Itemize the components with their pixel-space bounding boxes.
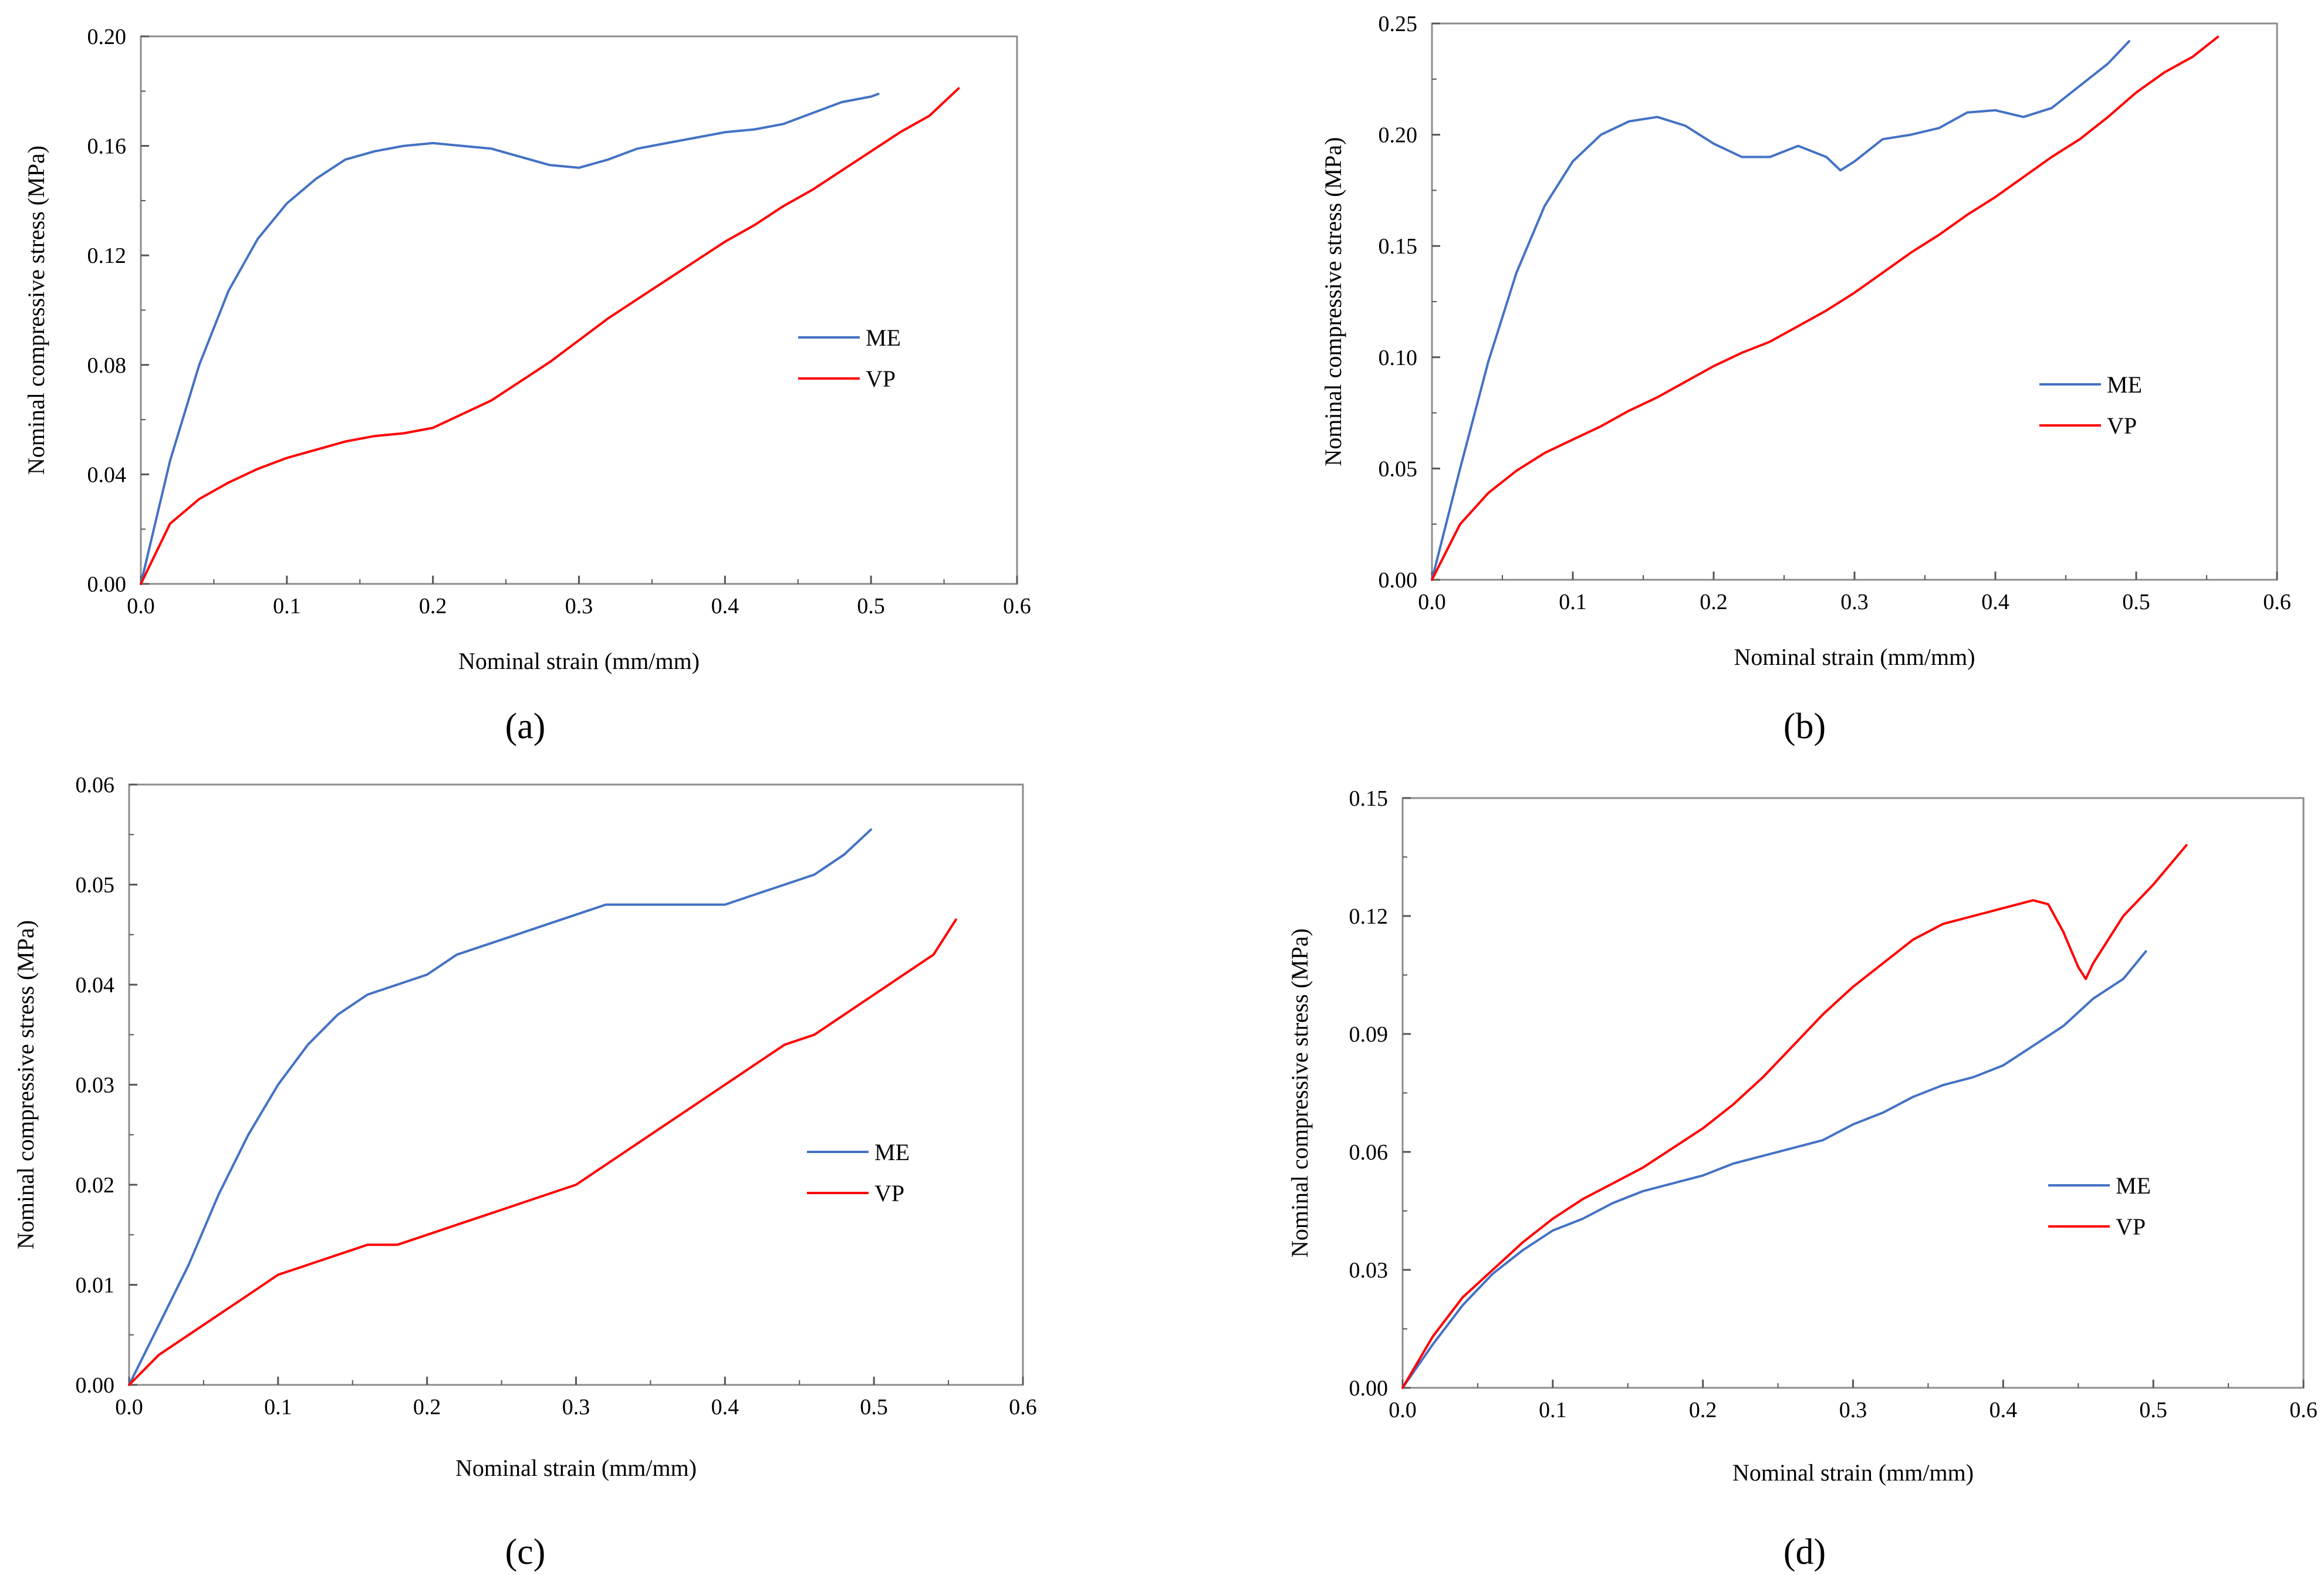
y-tick-label: 0.05 xyxy=(76,873,115,898)
y-tick-label: 0.01 xyxy=(76,1273,115,1298)
legend-label-vp: VP xyxy=(874,1180,904,1206)
panel-label: (b) xyxy=(1783,707,1826,746)
x-tick-label: 0.3 xyxy=(1840,590,1869,614)
y-tick-label: 0.03 xyxy=(1349,1258,1389,1283)
legend-label-me: ME xyxy=(874,1139,910,1165)
chart-panel-c: 0.0 0.1 0.2 0.3 0.4 0.5 0.6 0.00 0.01 0.02 0.03 0.0… xyxy=(12,773,1037,1572)
x-tick-label: 0.5 xyxy=(860,1395,888,1419)
chart-panel-b: 0.0 0.1 0.2 0.3 0.4 0.5 0.6 0.00 0.05 0.10 0.15 0.2… xyxy=(1320,12,2291,746)
y-tick-label: 0.02 xyxy=(76,1173,115,1198)
x-tick-label: 0.5 xyxy=(2139,1398,2167,1422)
x-tick-label: 0.0 xyxy=(1418,590,1446,614)
y-axis-label: Nominal compressive stress (MPa) xyxy=(1286,928,1313,1258)
series-line-vp xyxy=(128,918,957,1386)
y-tick-label: 0.00 xyxy=(87,572,127,597)
y-tick-label: 0.05 xyxy=(1379,457,1418,481)
chart-panel-a: 0.0 0.1 0.2 0.3 0.4 0.5 0.6 0.00 0.04 0.08 0.12 0.1… xyxy=(23,25,1031,746)
y-tick-label: 0.20 xyxy=(87,25,127,49)
x-tick-label: 0.5 xyxy=(857,594,885,618)
series-line-me xyxy=(1431,40,2130,581)
series-line-vp xyxy=(1401,844,2188,1389)
x-tick-label: 0.3 xyxy=(562,1395,590,1419)
x-tick-label: 0.2 xyxy=(1700,590,1728,614)
x-tick-label: 0.6 xyxy=(1003,594,1031,618)
legend-label-me: ME xyxy=(2107,371,2142,398)
legend-label-vp: VP xyxy=(2107,413,2137,439)
x-tick-label: 0.1 xyxy=(264,1395,292,1419)
y-tick-label: 0.12 xyxy=(87,244,127,268)
y-tick-label: 0.10 xyxy=(1379,346,1418,370)
x-tick-label: 0.6 xyxy=(1009,1395,1037,1419)
x-tick-label: 0.2 xyxy=(413,1395,441,1419)
x-tick-label: 0.6 xyxy=(2263,590,2291,614)
x-tick-label: 0.1 xyxy=(1559,590,1587,614)
y-tick-label: 0.00 xyxy=(76,1373,115,1398)
y-tick-label: 0.04 xyxy=(87,462,127,487)
legend-label-vp: VP xyxy=(2116,1214,2146,1240)
x-tick-label: 0.5 xyxy=(2122,590,2150,614)
y-tick-label: 0.00 xyxy=(1349,1376,1389,1401)
series-line-me xyxy=(1401,950,2147,1389)
x-tick-label: 0.4 xyxy=(1989,1398,2018,1422)
x-tick-label: 0.1 xyxy=(273,594,301,618)
y-tick-label: 0.15 xyxy=(1379,234,1418,259)
legend-label-vp: VP xyxy=(866,366,896,392)
y-tick-label: 0.08 xyxy=(87,353,127,378)
y-tick-label: 0.15 xyxy=(1349,786,1389,811)
x-axis-label: Nominal strain (mm/mm) xyxy=(458,648,700,674)
y-tick-label: 0.16 xyxy=(87,134,127,159)
y-tick-label: 0.06 xyxy=(76,773,115,797)
x-tick-label: 0.4 xyxy=(711,1395,739,1419)
x-tick-label: 0.2 xyxy=(419,594,447,618)
x-tick-label: 0.0 xyxy=(1389,1398,1417,1422)
x-axis-label: Nominal strain (mm/mm) xyxy=(455,1455,697,1481)
y-tick-label: 0.09 xyxy=(1349,1022,1389,1047)
series-line-me xyxy=(128,828,873,1386)
y-tick-label: 0.04 xyxy=(76,973,115,998)
x-tick-label: 0.4 xyxy=(711,594,739,618)
x-tick-label: 0.6 xyxy=(2289,1398,2318,1422)
series-line-me xyxy=(140,93,880,585)
x-axis-label: Nominal strain (mm/mm) xyxy=(1732,1459,1974,1486)
y-tick-label: 0.12 xyxy=(1349,904,1389,929)
legend-label-me: ME xyxy=(2116,1172,2151,1199)
x-tick-label: 0.3 xyxy=(565,594,593,618)
x-tick-label: 0.0 xyxy=(127,594,155,618)
x-tick-label: 0.3 xyxy=(1839,1398,1867,1422)
series-line-vp xyxy=(1431,35,2220,581)
x-tick-label: 0.0 xyxy=(115,1395,143,1419)
legend-label-me: ME xyxy=(866,325,901,351)
y-axis-label: Nominal compressive stress (MPa) xyxy=(23,146,49,475)
y-tick-label: 0.25 xyxy=(1379,12,1418,36)
x-axis-label: Nominal strain (mm/mm) xyxy=(1734,644,1975,670)
y-axis-label: Nominal compressive stress (MPa) xyxy=(12,920,39,1249)
y-axis-label: Nominal compressive stress (MPa) xyxy=(1320,137,1346,466)
y-tick-label: 0.00 xyxy=(1379,568,1418,593)
panel-label: (d) xyxy=(1783,1532,1826,1572)
x-tick-label: 0.2 xyxy=(1689,1398,1717,1422)
panel-label: (c) xyxy=(505,1532,546,1572)
x-tick-label: 0.1 xyxy=(1539,1398,1567,1422)
panel-label: (a) xyxy=(505,707,546,746)
x-tick-label: 0.4 xyxy=(1981,590,2009,614)
y-tick-label: 0.06 xyxy=(1349,1140,1389,1165)
chart-panel-d: 0.0 0.1 0.2 0.3 0.4 0.5 0.6 0.00 0.03 0.06 0.09 0.1… xyxy=(1286,786,2318,1572)
y-tick-label: 0.03 xyxy=(76,1073,115,1098)
series-line-vp xyxy=(140,87,960,585)
y-tick-label: 0.20 xyxy=(1379,123,1418,148)
